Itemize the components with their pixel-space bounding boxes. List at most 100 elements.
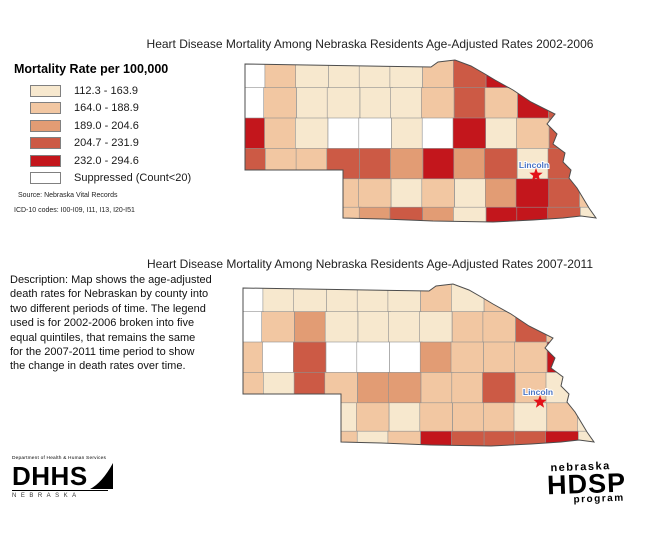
county-cell	[577, 430, 594, 446]
county-cell	[389, 206, 423, 222]
county-cell	[516, 60, 550, 90]
county-cell	[389, 341, 423, 374]
county-cell	[262, 372, 297, 404]
dhhs-acronym-text: DHHS	[12, 461, 88, 491]
county-cell	[546, 311, 580, 344]
county-cell	[483, 341, 517, 374]
county-cell	[612, 179, 643, 210]
county-cell	[295, 206, 329, 222]
county-cell	[579, 117, 596, 150]
county-cell	[358, 117, 392, 150]
state-outline	[242, 283, 596, 447]
county-cell	[515, 178, 550, 211]
county-cell	[451, 311, 486, 344]
county-cell	[391, 117, 425, 150]
county-cell	[243, 284, 265, 314]
county-cell	[387, 430, 421, 446]
map-title-2002-2006: Heart Disease Mortality Among Nebraska R…	[146, 37, 594, 51]
county-cell	[454, 178, 488, 211]
county-cell	[327, 117, 362, 150]
county-cell	[359, 148, 393, 180]
county-cell	[262, 284, 296, 314]
county-cell	[243, 311, 265, 344]
county-cell	[390, 148, 424, 180]
county-cell	[324, 311, 359, 344]
county-cell	[294, 311, 328, 344]
county-cell	[390, 87, 424, 120]
county-cell	[243, 372, 265, 404]
county-cell	[578, 372, 594, 404]
icd-codes-note: ICD-10 codes: I00-I09, I11, I13, I20-I51	[14, 207, 135, 214]
legend-item-label: 112.3 - 163.9	[74, 85, 139, 97]
county-cell	[295, 148, 330, 180]
legend-swatch	[30, 137, 61, 150]
legend-item-label: 232.0 - 294.6	[74, 154, 139, 167]
county-cell	[358, 60, 393, 90]
county-cell	[453, 87, 488, 120]
county-cell	[610, 312, 641, 343]
county-cell	[577, 341, 594, 374]
county-cell	[422, 148, 457, 180]
county-cell	[292, 341, 327, 374]
county-cell	[264, 60, 298, 90]
county-cell	[390, 178, 425, 211]
county-cell	[325, 402, 359, 435]
county-cell	[577, 284, 594, 314]
county-cell	[328, 206, 362, 222]
county-cell	[484, 87, 518, 120]
county-cell	[577, 402, 594, 435]
county-cell	[548, 178, 582, 211]
county-cell	[453, 206, 487, 222]
county-cell	[452, 117, 487, 150]
county-cell	[611, 118, 643, 149]
county-cell	[516, 206, 550, 222]
legend-title: Mortality Rate per 100,000	[14, 62, 169, 76]
county-cell	[294, 402, 328, 435]
county-cell	[356, 341, 390, 374]
county-cell	[264, 148, 299, 180]
dhhs-logo: Department of Health & Human Services DH…	[12, 456, 116, 499]
county-cell	[245, 117, 267, 150]
nebraska-choropleth-map-2007-2011: Lincoln	[242, 283, 642, 447]
county-cell	[610, 403, 641, 434]
legend-swatch	[30, 85, 61, 97]
legend-swatch	[30, 119, 61, 132]
county-cell	[293, 284, 327, 314]
county-cell	[451, 372, 485, 404]
county-cell	[484, 148, 518, 180]
county-cell	[245, 87, 267, 120]
source-note: Source: Nebraska Vital Records	[18, 192, 118, 199]
county-cell	[611, 58, 643, 89]
county-cell	[580, 148, 596, 180]
county-cell	[419, 341, 454, 374]
county-cell	[357, 372, 391, 404]
county-cell	[358, 206, 393, 222]
county-cell	[327, 178, 361, 211]
dhhs-agency-text: Department of Health & Human Services	[12, 456, 107, 461]
county-cell	[326, 430, 360, 446]
county-cell	[579, 60, 596, 90]
county-cell	[419, 311, 453, 344]
county-cell	[610, 372, 642, 403]
nebraska-choropleth-map-2002-2006: Lincoln	[244, 58, 643, 223]
county-cell	[357, 311, 392, 344]
county-grid	[243, 284, 642, 446]
county-cell	[578, 87, 596, 120]
legend-item-label: 189.0 - 204.6	[74, 119, 139, 132]
county-cell	[245, 148, 267, 180]
county-cell	[295, 60, 329, 90]
county-cell	[389, 60, 423, 90]
county-cell	[245, 206, 267, 222]
county-cell	[294, 117, 329, 150]
county-cell	[482, 311, 516, 344]
county-cell	[548, 87, 582, 120]
city-star-icon	[533, 395, 547, 408]
county-cell	[243, 341, 265, 374]
county-cell	[421, 117, 456, 150]
county-cell	[326, 87, 361, 120]
county-cell	[576, 311, 594, 344]
county-cell	[514, 430, 548, 446]
county-cell	[243, 430, 265, 446]
county-cell	[547, 206, 581, 222]
